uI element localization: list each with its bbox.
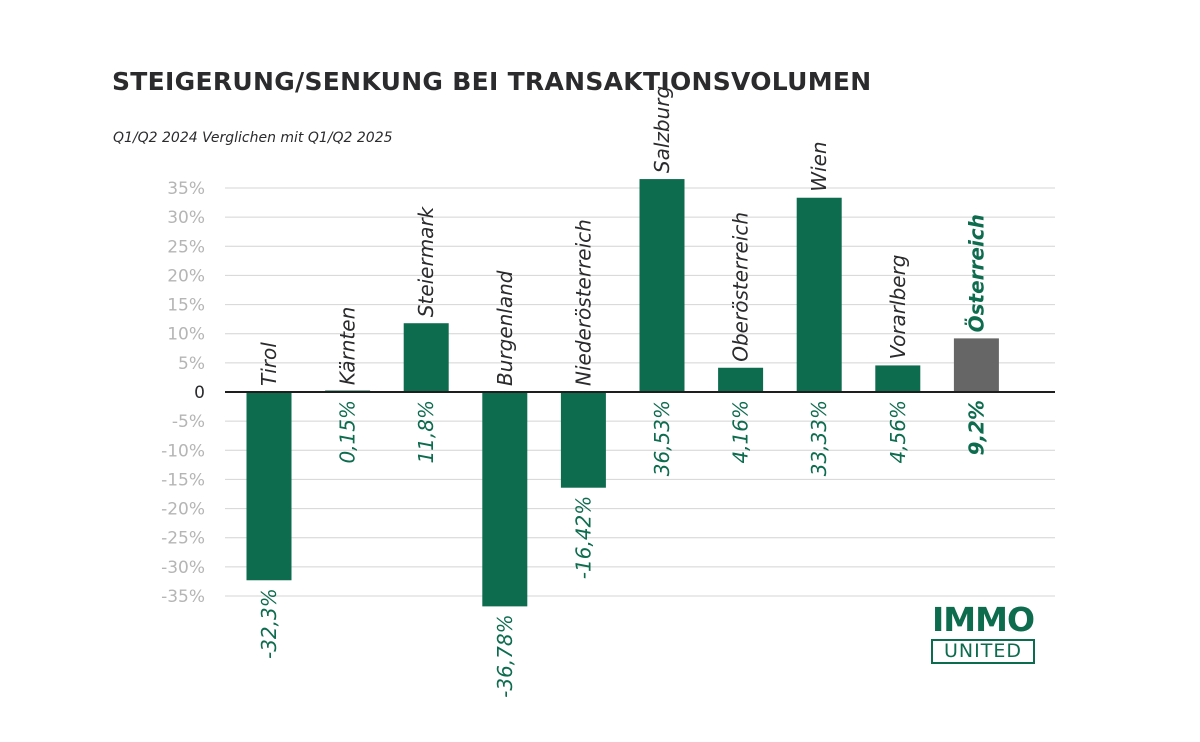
category-label: Steiermark [414, 205, 438, 317]
category-label: Oberösterreich [729, 212, 753, 362]
y-tick-label: 20% [167, 266, 205, 286]
y-tick-label: -30% [161, 558, 205, 578]
immo-united-logo: IMMO UNITED [928, 603, 1038, 664]
bar [560, 392, 606, 488]
y-tick-label: 0 [194, 383, 205, 403]
bar [875, 365, 921, 392]
logo-bottom-text: UNITED [931, 639, 1035, 664]
value-label: 36,53% [650, 400, 674, 476]
bar [639, 179, 685, 392]
bar [246, 392, 292, 581]
y-tick-label: -20% [161, 500, 205, 520]
y-tick-label: -15% [161, 470, 205, 490]
y-tick-label: -5% [172, 412, 205, 432]
value-label: 11,8% [414, 400, 438, 464]
y-tick-label: 30% [167, 208, 205, 228]
value-label: -32,3% [257, 588, 281, 659]
logo-top-text: IMMO [931, 600, 1035, 639]
category-label: Tirol [257, 342, 281, 386]
category-label: Niederösterreich [571, 219, 595, 386]
bar [718, 367, 764, 392]
bar [953, 338, 999, 392]
bar [482, 392, 528, 607]
y-tick-label: -10% [161, 441, 205, 461]
value-label: 9,2% [964, 400, 988, 455]
value-label: 33,33% [807, 400, 831, 476]
category-label: Burgenland [493, 270, 517, 386]
category-label: Kärnten [336, 307, 360, 385]
y-tick-label: 15% [167, 296, 205, 316]
value-label: -36,78% [493, 614, 517, 697]
y-tick-label: 35% [167, 179, 205, 199]
chart-title: STEIGERUNG/SENKUNG BEI TRANSAKTIONSVOLUM… [112, 67, 872, 96]
bar [796, 197, 842, 392]
category-label: Salzburg [650, 86, 674, 173]
y-tick-label: 10% [167, 325, 205, 345]
y-tick-label: 25% [167, 237, 205, 257]
chart-subtitle: Q1/Q2 2024 Verglichen mit Q1/Q2 2025 [113, 130, 393, 146]
value-label: 4,56% [886, 400, 910, 464]
category-label: Österreich [964, 214, 988, 332]
category-label: Wien [807, 141, 831, 191]
y-tick-label: -25% [161, 529, 205, 549]
category-label: Vorarlberg [886, 254, 910, 359]
y-tick-label: 5% [178, 354, 205, 374]
value-label: -16,42% [571, 496, 595, 579]
y-tick-label: -35% [161, 587, 205, 607]
value-label: 0,15% [336, 400, 360, 464]
bar [403, 323, 449, 392]
value-label: 4,16% [729, 400, 753, 464]
